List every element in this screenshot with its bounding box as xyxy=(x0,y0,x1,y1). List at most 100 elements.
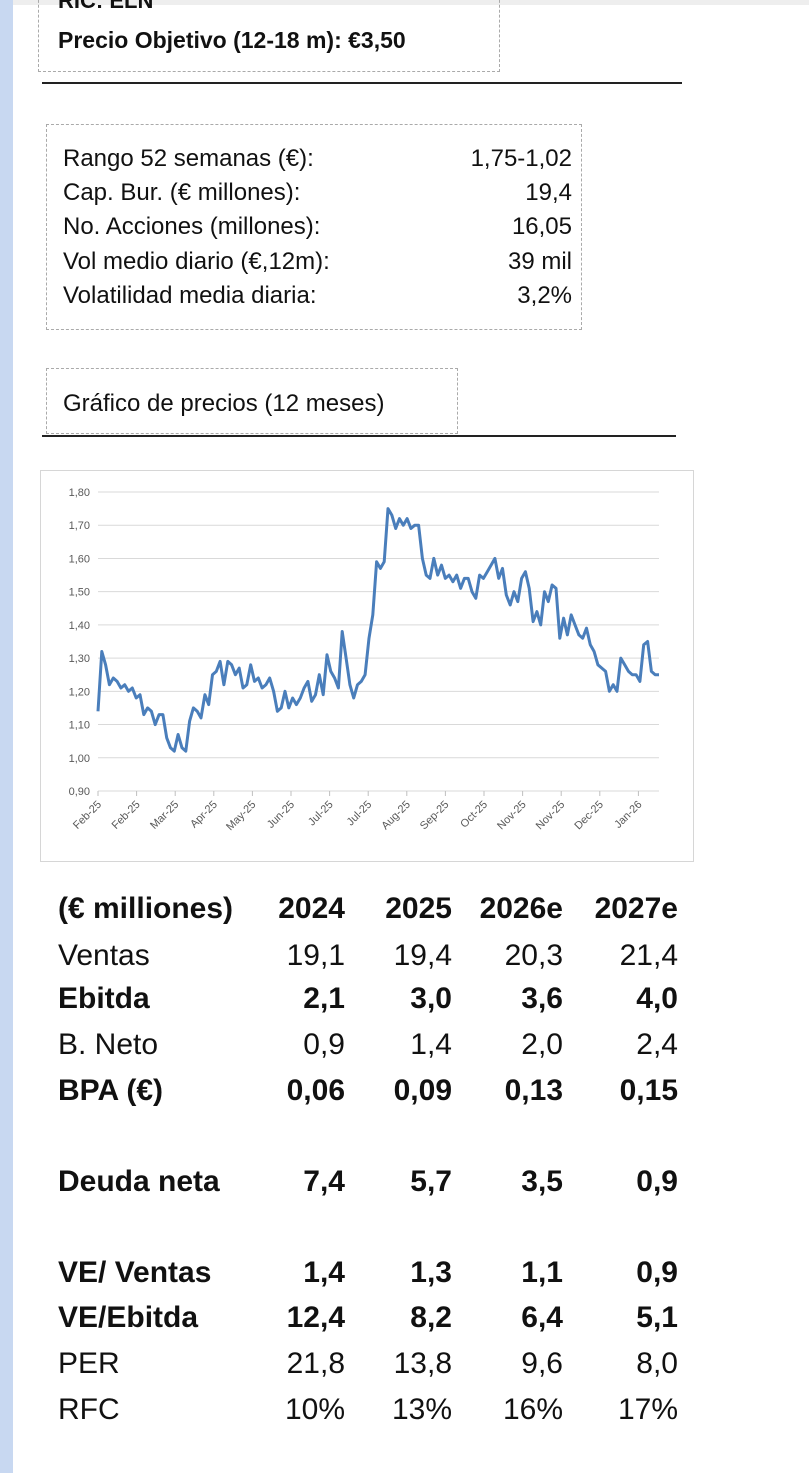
cell-value: 10% xyxy=(284,1393,345,1426)
y-tick-label: 1,20 xyxy=(69,686,90,698)
price-chart: 1,80 1,70 1,60 1,50 1,40 1,30 1,20 1,10 1,00 0,90… xyxy=(40,470,694,862)
x-tick-label: Oct-25 xyxy=(458,799,490,831)
cell-value: 2024 xyxy=(278,892,345,925)
cell-value: 2,0 xyxy=(521,1028,563,1061)
stat-label: Volatilidad media diaria: xyxy=(63,282,317,309)
table-row: PER 21,8 13,8 9,6 8,0 xyxy=(58,1347,698,1387)
stat-value: 16,05 xyxy=(511,213,572,240)
cell-value: 1,4 xyxy=(410,1028,452,1061)
row-label: VE/Ebitda xyxy=(58,1301,199,1334)
table-row: BPA (€) 0,06 0,09 0,13 0,15 xyxy=(58,1074,698,1114)
cell-value: 12,4 xyxy=(286,1301,345,1334)
target-box xyxy=(38,0,500,72)
cell-value: 20,3 xyxy=(504,939,563,972)
stats-box xyxy=(46,124,582,330)
row-label: Ventas xyxy=(58,939,150,972)
x-tick-label: Jun-25 xyxy=(265,799,297,831)
cell-value: 0,9 xyxy=(636,1256,678,1289)
cell-value: 0,13 xyxy=(504,1074,563,1107)
stat-label: Vol medio diario (€,12m): xyxy=(63,248,330,275)
x-tick-label: Feb-25 xyxy=(71,799,104,832)
x-tick-label: Nov-25 xyxy=(495,799,529,833)
x-tick-label: Apr-25 xyxy=(188,799,220,831)
stat-label: Cap. Bur. (€ millones): xyxy=(63,179,301,206)
left-margin-strip xyxy=(0,0,13,1473)
row-label: Deuda neta xyxy=(58,1165,220,1198)
cell-value: 0,09 xyxy=(393,1074,452,1107)
cell-value: 6,4 xyxy=(521,1301,563,1334)
stat-value: 19,4 xyxy=(525,179,572,206)
x-tick-label: Jul-25 xyxy=(345,799,375,829)
y-tick-label: 1,70 xyxy=(69,520,90,532)
price-chart-svg: 1,80 1,70 1,60 1,50 1,40 1,30 1,20 1,10 1,00 0,90… xyxy=(69,487,659,833)
cell-value: 0,9 xyxy=(636,1165,678,1198)
stat-value: 1,75-1,02 xyxy=(470,145,572,172)
row-label: (€ milliones) xyxy=(58,892,234,925)
table-row: Deuda neta 7,4 5,7 3,5 0,9 xyxy=(58,1165,698,1205)
cell-value: 2027e xyxy=(594,892,678,925)
row-label: PER xyxy=(58,1347,120,1380)
cell-value: 13% xyxy=(391,1393,452,1426)
cell-value: 21,4 xyxy=(619,939,678,972)
cell-value: 5,1 xyxy=(636,1301,678,1334)
cell-value: 4,0 xyxy=(636,982,678,1015)
y-tick-label: 1,40 xyxy=(69,620,90,632)
stat-value: 3,2% xyxy=(517,282,572,309)
ticker: RIC: ELN xyxy=(58,0,154,13)
chart-title-box xyxy=(46,368,458,434)
x-tick-label: Aug-25 xyxy=(379,799,413,833)
table-row: RFC 10% 13% 16% 17% xyxy=(58,1393,698,1433)
cell-value: 0,15 xyxy=(619,1074,678,1107)
table-row: Ventas 19,1 19,4 20,3 21,4 xyxy=(58,939,698,979)
cell-value: 8,2 xyxy=(410,1301,452,1334)
table-row: B. Neto 0,9 1,4 2,0 2,4 xyxy=(58,1028,698,1068)
x-tick-label: Nov-25 xyxy=(534,799,568,833)
cell-value: 2026e xyxy=(479,892,563,925)
top-edge xyxy=(13,0,809,5)
cell-value: 16% xyxy=(502,1393,563,1426)
table-row: Ebitda 2,1 3,0 3,6 4,0 xyxy=(58,982,698,1022)
cell-value: 1,4 xyxy=(303,1256,345,1289)
cell-value: 5,7 xyxy=(410,1165,452,1198)
cell-value: 1,3 xyxy=(410,1256,452,1289)
cell-value: 3,5 xyxy=(521,1165,563,1198)
divider xyxy=(42,435,676,437)
cell-value: 2025 xyxy=(385,892,452,925)
cell-value: 8,0 xyxy=(636,1347,678,1380)
y-tick-label: 1,10 xyxy=(69,720,90,732)
target-price: Precio Objetivo (12-18 m): €3,50 xyxy=(58,27,406,53)
table-row: VE/Ebitda 12,4 8,2 6,4 5,1 xyxy=(58,1301,698,1341)
y-tick-label: 1,00 xyxy=(69,753,90,765)
y-tick-label: 1,30 xyxy=(69,653,90,665)
y-tick-label: 1,80 xyxy=(69,487,90,499)
row-label: VE/ Ventas xyxy=(58,1256,212,1289)
chart-title: Gráfico de precios (12 meses) xyxy=(63,390,385,417)
row-label: B. Neto xyxy=(58,1028,159,1061)
price-line xyxy=(96,507,659,753)
cell-value: 2,1 xyxy=(303,982,345,1015)
cell-value: 7,4 xyxy=(303,1165,345,1198)
stat-value: 39 mil xyxy=(507,248,572,275)
x-tick-label: Sep-25 xyxy=(418,799,452,833)
x-tick-label: Jan-26 xyxy=(612,799,644,831)
cell-value: 2,4 xyxy=(636,1028,678,1061)
stat-label: Rango 52 semanas (€): xyxy=(63,145,314,172)
cell-value: 0,9 xyxy=(303,1028,345,1061)
row-label: BPA (€) xyxy=(58,1074,163,1107)
x-tick-label: Jul-25 xyxy=(306,799,336,829)
table-row: VE/ Ventas 1,4 1,3 1,1 0,9 xyxy=(58,1256,698,1296)
cell-value: 17% xyxy=(617,1393,678,1426)
cell-value: 3,0 xyxy=(410,982,452,1015)
stat-label: No. Acciones (millones): xyxy=(63,213,321,240)
divider xyxy=(42,82,682,84)
cell-value: 1,1 xyxy=(521,1256,563,1289)
x-tick-label: Mar-25 xyxy=(148,799,181,832)
cell-value: 0,06 xyxy=(286,1074,345,1107)
cell-value: 19,1 xyxy=(286,939,345,972)
y-tick-label: 0,90 xyxy=(69,786,90,798)
cell-value: 13,8 xyxy=(393,1347,452,1380)
table-header: (€ milliones) 2024 2025 2026e 2027e xyxy=(58,892,698,932)
x-tick-label: May-25 xyxy=(224,799,258,833)
y-tick-label: 1,50 xyxy=(69,587,90,599)
row-label: RFC xyxy=(58,1393,120,1426)
